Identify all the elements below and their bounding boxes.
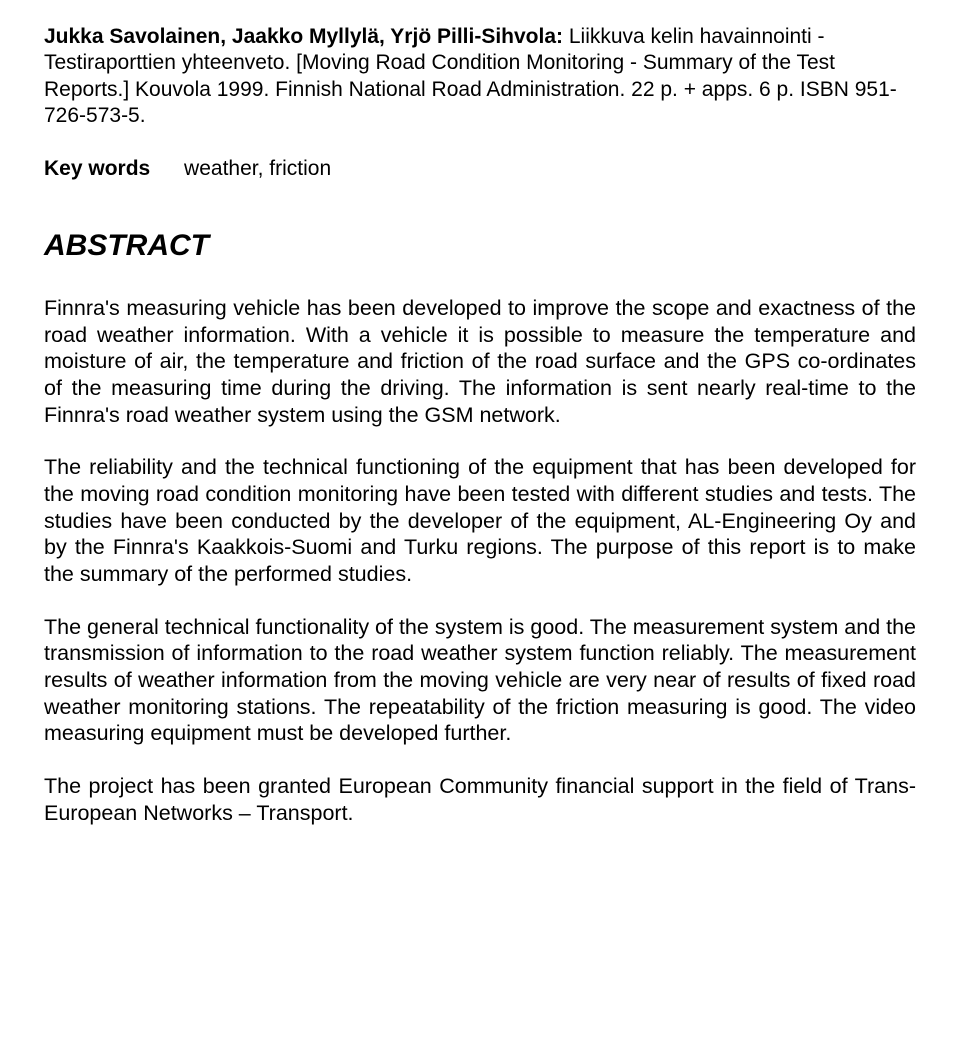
abstract-title: ABSTRACT: [44, 229, 916, 263]
citation-block: Jukka Savolainen, Jaakko Myllylä, Yrjö P…: [44, 24, 916, 129]
abstract-paragraph: The project has been granted European Co…: [44, 773, 916, 826]
keywords-label: Key words: [44, 157, 150, 180]
abstract-paragraph: The reliability and the technical functi…: [44, 454, 916, 587]
abstract-paragraph: Finnra's measuring vehicle has been deve…: [44, 295, 916, 428]
document-page: Jukka Savolainen, Jaakko Myllylä, Yrjö P…: [0, 0, 960, 892]
citation-authors: Jukka Savolainen, Jaakko Myllylä, Yrjö P…: [44, 25, 563, 48]
keywords-line: Key words weather, friction: [44, 157, 916, 181]
keywords-value: weather, friction: [184, 157, 331, 180]
abstract-paragraph: The general technical functionality of t…: [44, 614, 916, 747]
